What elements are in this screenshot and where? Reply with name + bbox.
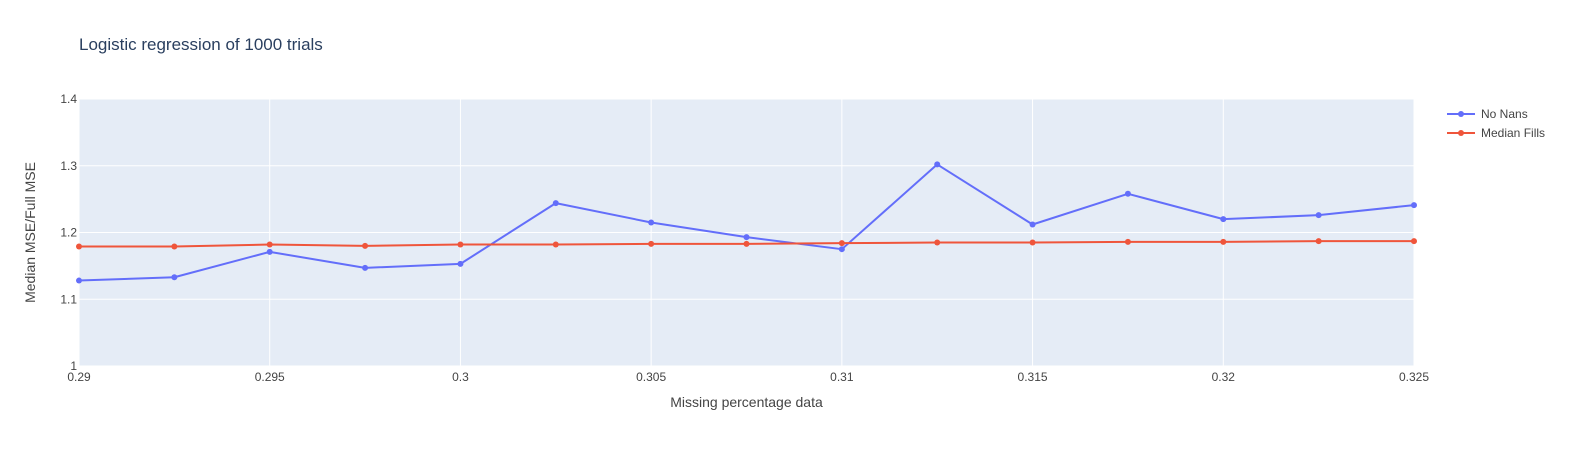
data-point[interactable]	[838, 246, 845, 253]
data-point[interactable]	[362, 264, 369, 271]
data-point[interactable]	[934, 239, 941, 246]
legend-swatch-marker	[1458, 130, 1464, 136]
y-axis-label: Median MSE/Full MSE	[22, 162, 38, 303]
data-point[interactable]	[1315, 212, 1322, 219]
data-point[interactable]	[552, 241, 559, 248]
data-point[interactable]	[552, 200, 559, 207]
data-point[interactable]	[266, 248, 273, 255]
legend-label: No Nans	[1481, 107, 1528, 121]
data-point[interactable]	[457, 260, 464, 267]
data-point[interactable]	[76, 277, 82, 284]
data-point[interactable]	[1124, 190, 1131, 197]
y-tick-label: 1.4	[60, 92, 77, 106]
data-point[interactable]	[1411, 202, 1417, 209]
x-tick-label: 0.3	[452, 370, 469, 384]
data-point[interactable]	[1220, 238, 1227, 245]
data-point[interactable]	[457, 241, 464, 248]
data-point[interactable]	[838, 240, 845, 247]
x-tick-label: 0.32	[1212, 370, 1236, 384]
data-point[interactable]	[648, 219, 655, 226]
x-tick-label: 0.31	[830, 370, 854, 384]
y-tick-label: 1.3	[60, 159, 77, 173]
data-point[interactable]	[1411, 238, 1417, 245]
data-point[interactable]	[934, 161, 941, 168]
data-point[interactable]	[171, 274, 178, 281]
x-tick-label: 0.315	[1018, 370, 1048, 384]
legend-label: Median Fills	[1481, 126, 1545, 140]
data-point[interactable]	[1315, 238, 1322, 245]
legend-item[interactable]: No Nans	[1447, 107, 1528, 121]
y-tick-label: 1.1	[60, 292, 77, 306]
x-tick-label: 0.29	[67, 370, 91, 384]
legend-item[interactable]: Median Fills	[1447, 126, 1545, 140]
legend: No Nans Median Fills	[1447, 107, 1545, 140]
x-tick-label: 0.325	[1399, 370, 1429, 384]
data-point[interactable]	[1124, 238, 1131, 245]
data-point[interactable]	[171, 243, 178, 250]
x-axis-label: Missing percentage data	[670, 394, 823, 410]
legend-swatch-marker	[1458, 111, 1464, 117]
y-tick-label: 1.2	[60, 226, 77, 240]
data-point[interactable]	[648, 240, 655, 247]
chart-title: Logistic regression of 1000 trials	[79, 35, 323, 54]
data-point[interactable]	[266, 241, 273, 248]
x-tick-label: 0.305	[636, 370, 666, 384]
series-1	[76, 238, 1417, 250]
gridlines	[78, 98, 1415, 367]
series-0	[76, 161, 1417, 284]
data-point[interactable]	[76, 243, 82, 250]
x-tick-label: 0.295	[255, 370, 285, 384]
data-point[interactable]	[1029, 221, 1036, 228]
y-tick-label: 1	[70, 359, 77, 373]
data-point[interactable]	[362, 242, 369, 249]
data-point[interactable]	[1029, 239, 1036, 246]
data-point[interactable]	[743, 240, 750, 247]
data-point[interactable]	[743, 234, 750, 241]
data-point[interactable]	[1220, 216, 1227, 223]
